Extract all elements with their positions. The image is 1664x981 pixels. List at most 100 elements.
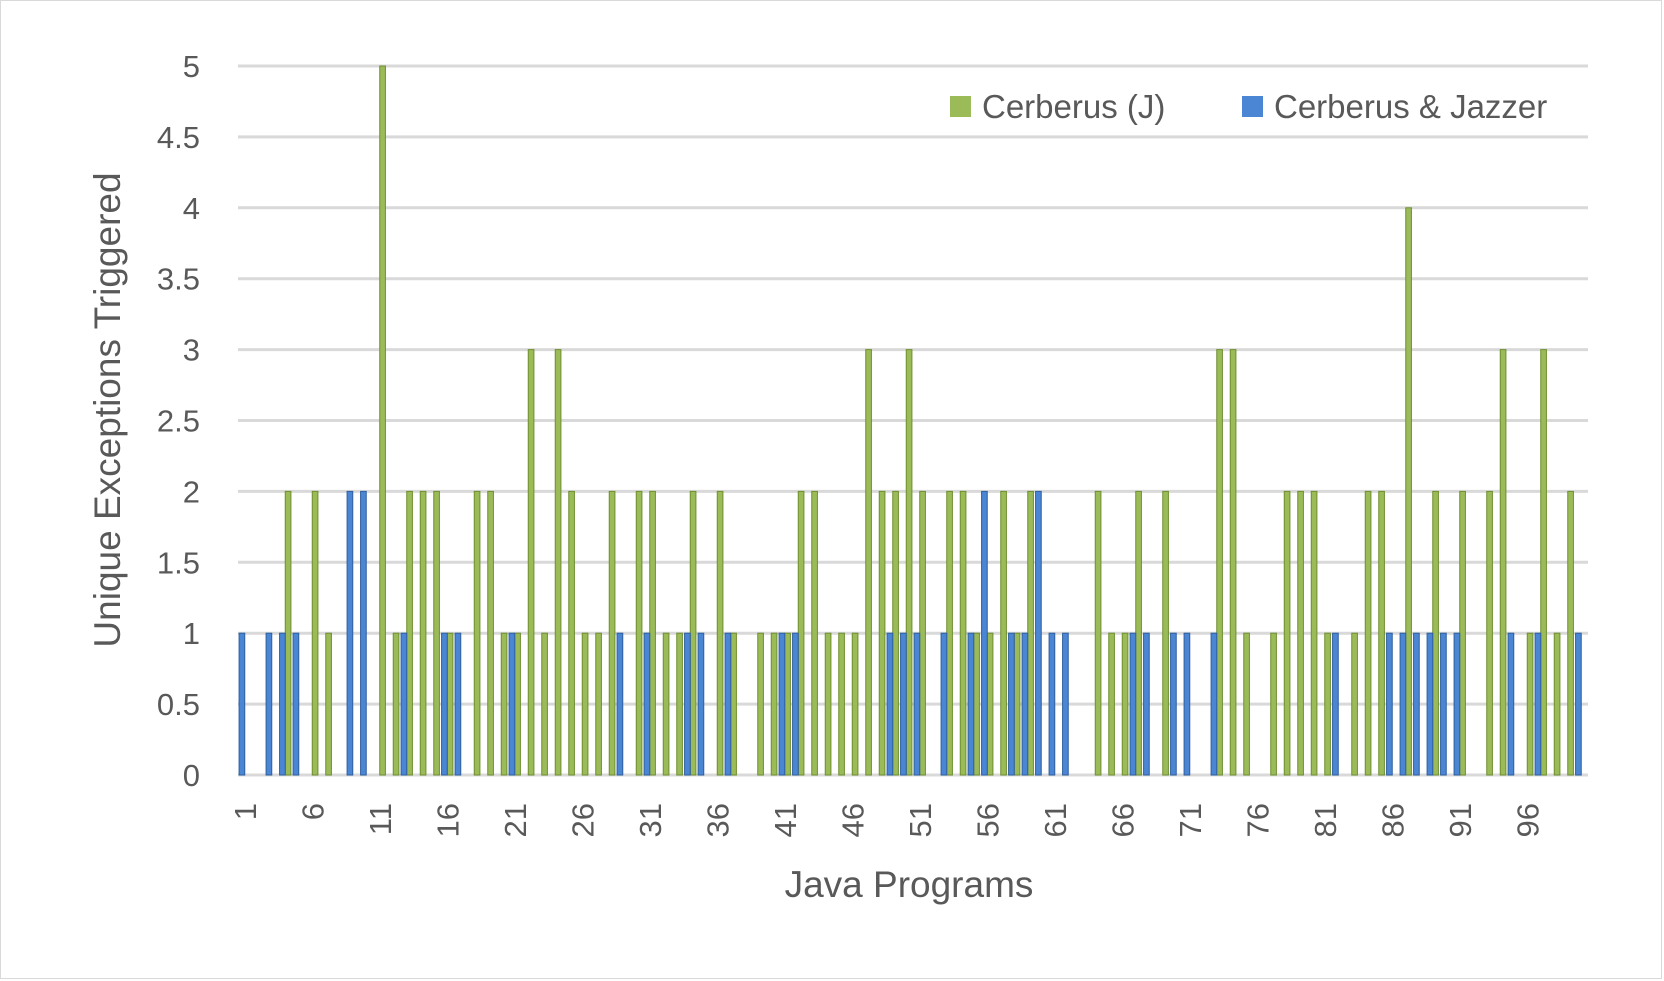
bar-cerberus-jazzer [1008,632,1015,776]
bar-cerberus-j [1553,632,1561,776]
bar-cerberus-j [379,65,386,776]
bar-cerberus-j [1162,490,1169,776]
y-tick-label: 4.5 [157,120,200,155]
bar-cerberus-j [1540,349,1547,776]
bar-cerberus-jazzer [778,632,786,776]
bar-cerberus-j [865,349,872,776]
bar-cerberus-jazzer [238,632,246,776]
x-tick-label: 91 [1443,803,1478,837]
bar-cerberus-jazzer [1035,490,1042,776]
bar-cerberus-jazzer [1170,632,1177,776]
bar-cerberus-j [1526,632,1534,776]
x-tick-label: 56 [970,803,1005,837]
bar-cerberus-jazzer [454,632,462,776]
bar-cerberus-jazzer [279,632,286,776]
bar-cerberus-jazzer [1183,632,1191,776]
bar-cerberus-jazzer [913,632,921,776]
bar-cerberus-jazzer [265,632,273,776]
bar-cerberus-j [1567,490,1574,776]
bar-cerberus-j [676,632,683,776]
x-tick-label: 26 [565,803,600,837]
legend-label-cerberus-jazzer: Cerberus & Jazzer [1274,88,1547,125]
bar-cerberus-j [581,632,589,776]
bar-cerberus-j [1243,632,1250,776]
legend-label-cerberus-j: Cerberus (J) [982,88,1165,125]
bar-cerberus-jazzer [1062,632,1069,776]
bar-cerberus-jazzer [900,632,907,776]
legend-swatch-cerberus-jazzer [1242,96,1263,117]
bar-cerberus-j [446,632,454,776]
bar-cerberus-j [905,349,913,776]
bar-cerberus-j [1283,490,1291,776]
y-axis-ticks: 0 0.5 1 1.5 2 2.5 3 3.5 4 4.5 5 [157,49,200,793]
bar-cerberus-jazzer [1210,632,1218,776]
bar-cerberus-j [959,490,967,776]
bar-cerberus-j [878,490,886,776]
bar-cerberus-j [892,490,899,776]
bar-cerberus-j [946,490,953,776]
bar-cerberus-j [1229,349,1237,776]
x-tick-label: 86 [1375,803,1410,837]
y-tick-label: 0.5 [157,687,200,722]
bar-cerberus-j [919,490,926,776]
bar-cerberus-j [838,632,845,776]
bar-cerberus-jazzer [1453,632,1461,776]
bar-cerberus-j [595,632,602,776]
bar-cerberus-jazzer [792,632,799,776]
bar-cerberus-jazzer [1021,632,1029,776]
bar-cerberus-j [1324,632,1331,776]
bar-cerberus-j [325,632,332,776]
bar-cerberus-j [487,490,494,776]
y-tick-label: 0 [183,758,200,793]
bar-cerberus-jazzer [1399,632,1407,776]
bar-cerberus-j [1135,490,1142,776]
x-tick-label: 46 [835,803,870,837]
bar-cerberus-jazzer [441,632,448,776]
bar-cerberus-j [1270,632,1277,776]
x-tick-label: 96 [1510,803,1545,837]
bars [238,65,1582,776]
bar-cerberus-j [311,490,319,776]
legend: Cerberus (J) Cerberus & Jazzer [950,88,1547,125]
gridlines [238,64,1588,777]
bar-cerberus-j [689,490,697,776]
bar-cerberus-j [635,490,643,776]
bar-cerberus-jazzer [616,632,624,776]
bar-cerberus-j [406,490,413,776]
legend-swatch-cerberus-j [950,96,971,117]
x-tick-label: 31 [633,803,668,837]
x-tick-label: 1 [228,803,263,820]
bar-cerberus-jazzer [940,632,948,776]
x-tick-label: 71 [1173,803,1208,837]
bar-cerberus-j [392,632,400,776]
bar-cerberus-j [824,632,832,776]
bar-cerberus-j [1486,490,1493,776]
bar-cerberus-jazzer [508,632,516,776]
x-tick-label: 6 [295,803,330,820]
bar-cerberus-j [554,349,562,776]
bar-cerberus-jazzer [346,490,354,776]
y-tick-label: 4 [183,191,200,226]
bar-cerberus-j [851,632,859,776]
x-tick-label: 81 [1308,803,1343,837]
x-tick-label: 51 [903,803,938,837]
bar-cerberus-j [1405,207,1412,776]
y-tick-label: 1 [183,616,200,651]
y-tick-label: 3.5 [157,262,200,297]
bar-cerberus-jazzer [643,632,651,776]
bar-cerberus-jazzer [1332,632,1339,776]
bar-cerberus-j [811,490,818,776]
x-tick-label: 66 [1105,803,1140,837]
bar-cerberus-j [1499,349,1507,776]
bar-cerberus-j [797,490,805,776]
bar-cerberus-j [1000,490,1007,776]
bar-cerberus-j [1432,490,1439,776]
bar-cerberus-jazzer [400,632,408,776]
bar-cerberus-jazzer [1413,632,1420,776]
bar-cerberus-j [1378,490,1385,776]
x-axis-title: Java Programs [785,864,1034,905]
bar-cerberus-j [757,632,764,776]
bar-cerberus-jazzer [1143,632,1150,776]
